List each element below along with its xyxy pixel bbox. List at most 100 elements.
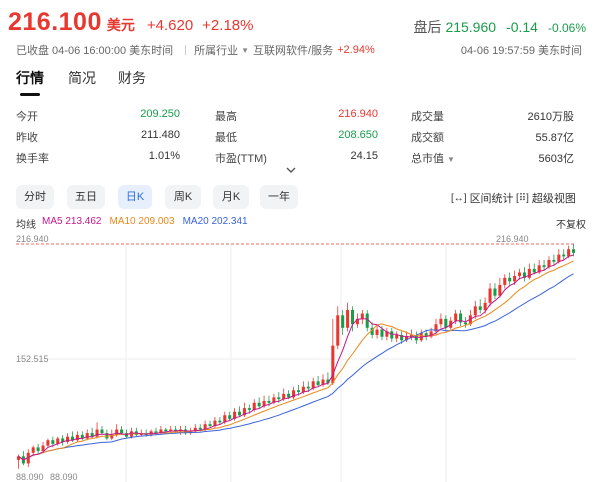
stat-amount-value: 55.87亿 — [535, 132, 574, 144]
tab-financials[interactable]: 财务 — [118, 70, 146, 86]
last-price: 216.100 — [8, 8, 102, 36]
candle — [454, 309, 458, 325]
candle-body — [296, 390, 300, 393]
ma10-line — [18, 260, 574, 461]
candle — [341, 309, 345, 335]
candle-body — [341, 315, 345, 328]
industry-name[interactable]: 互联网软件/服务 — [253, 45, 334, 57]
period-selector: 分时 五日 日K 周K 月K 一年 [↔] 区间统计 [⠿] 超级视图 — [0, 185, 600, 211]
candle — [557, 249, 561, 264]
candle — [26, 449, 30, 468]
period-five-day[interactable]: 五日 — [67, 185, 105, 209]
candle-body — [26, 452, 30, 464]
candle-body — [572, 249, 576, 253]
super-view-button[interactable]: [⠿] 超级视图 — [516, 190, 576, 206]
candle — [572, 244, 576, 257]
ma20-line — [18, 273, 574, 461]
period-one-year[interactable]: 一年 — [260, 185, 298, 209]
candle-body — [174, 429, 178, 432]
period-monthly-k[interactable]: 月K — [213, 185, 249, 209]
candle-body — [562, 254, 566, 257]
candle — [444, 315, 448, 332]
super-view-label: 超级视图 — [531, 193, 576, 205]
candle — [61, 434, 65, 446]
expand-chevron-icon[interactable] — [286, 166, 296, 174]
adjust-toggle[interactable]: 不复权 — [556, 220, 586, 231]
candle — [208, 420, 212, 428]
candle — [365, 309, 369, 332]
candle — [390, 327, 394, 343]
tab-market[interactable]: 行情 — [16, 70, 44, 86]
candle-body — [262, 400, 266, 407]
candle — [272, 393, 276, 405]
candle — [434, 318, 438, 335]
candle-body — [542, 265, 546, 268]
price-change: +4.620 — [146, 17, 194, 34]
candle — [100, 425, 104, 435]
candle-body — [522, 272, 526, 278]
candle — [395, 331, 399, 343]
range-stats-button[interactable]: [↔] 区间统计 — [451, 190, 514, 206]
after-hours-time: 04-06 19:57:59 美东时间 — [460, 45, 582, 57]
after-hours-row: 盘后 215.960 -0.14 -0.06% — [413, 17, 586, 37]
stat-amount-label: 成交额 — [411, 132, 444, 144]
currency: 美元 — [106, 17, 135, 33]
closed-status: 已收盘 04-06 16:00:00 美东时间 — [16, 45, 174, 57]
candle — [21, 450, 25, 466]
stat-market-cap-label[interactable]: 总市值 ▼ — [411, 150, 455, 166]
candle — [355, 313, 359, 328]
candle — [439, 313, 443, 328]
range-bracket-icon: [↔] — [451, 192, 467, 204]
ma-title[interactable]: 均线 — [16, 220, 36, 231]
candle — [503, 274, 507, 289]
candle — [424, 329, 428, 341]
candle-body — [454, 313, 458, 321]
candle-body — [277, 397, 281, 400]
tab-profile[interactable]: 简况 — [68, 70, 96, 86]
chart-grid — [16, 244, 576, 482]
candle-body — [503, 277, 507, 285]
candle-body — [513, 276, 517, 282]
candle-body — [306, 386, 310, 389]
period-intraday[interactable]: 分时 — [16, 185, 54, 209]
candle-body — [488, 288, 492, 303]
candle-body — [375, 329, 379, 335]
candle-body — [110, 434, 114, 439]
candle — [478, 299, 482, 314]
stat-high-label: 最高 — [215, 111, 237, 123]
candle-body — [517, 272, 522, 277]
candle-body — [218, 420, 222, 423]
candle — [16, 454, 20, 469]
candle-body — [85, 433, 89, 439]
caret-down-icon[interactable]: ▼ — [241, 45, 250, 55]
candle-body — [242, 408, 246, 416]
candle-body — [459, 313, 463, 323]
divider — [185, 45, 187, 55]
candle-body — [66, 436, 70, 443]
main-tabs: 行情 简况 财务 — [0, 64, 600, 98]
ma5-line — [18, 254, 574, 461]
candle — [105, 429, 109, 441]
period-daily-k[interactable]: 日K — [118, 185, 152, 209]
candle-body — [557, 254, 561, 262]
industry-label: 所属行业 — [194, 45, 239, 57]
candle — [75, 431, 79, 443]
quote-row: 216.100 美元 +4.620 +2.18% — [8, 8, 253, 38]
candle-body — [100, 429, 104, 434]
y-label-mid: 152.515 — [16, 354, 49, 364]
candle-body — [228, 415, 232, 419]
candle-body — [41, 445, 45, 451]
candle — [218, 417, 222, 425]
candle-body — [56, 438, 60, 444]
candle-body — [493, 288, 497, 296]
candle — [375, 326, 379, 339]
after-hours-change-pct: -0.06% — [547, 21, 586, 35]
candlestick-chart[interactable]: 216.940 152.515 88.090 216.940 88.090 — [16, 232, 576, 482]
stat-pe-value: 24.15 — [350, 150, 378, 162]
y-label-max: 216.940 — [16, 234, 49, 244]
candle — [66, 433, 70, 444]
candle-body — [336, 315, 340, 346]
candle — [316, 375, 320, 387]
period-weekly-k[interactable]: 周K — [165, 185, 201, 209]
candle-body — [51, 440, 55, 444]
